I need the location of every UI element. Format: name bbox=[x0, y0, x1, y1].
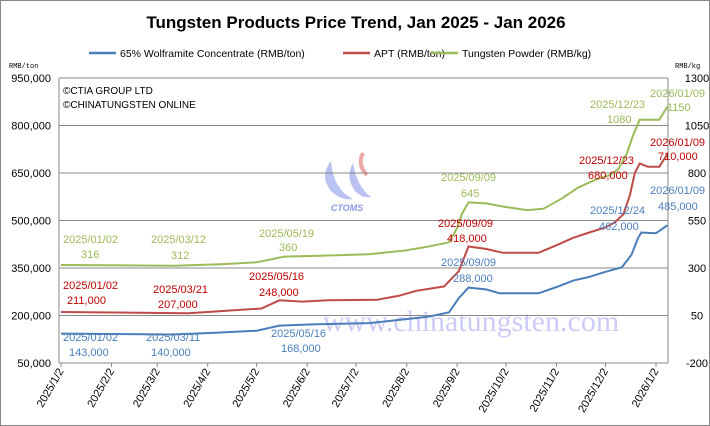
annotation-date: 2025/12/24 bbox=[590, 205, 645, 217]
annotation-value: 462,000 bbox=[599, 221, 639, 233]
y-left-tick-label: 800,000 bbox=[11, 121, 51, 133]
series-line bbox=[60, 153, 669, 315]
y-left-tick-label: 950,000 bbox=[11, 73, 51, 85]
annotation-date: 2025/09/09 bbox=[438, 218, 493, 230]
x-tick-label: 2025/9/2 bbox=[431, 367, 463, 410]
annotation-value: 312 bbox=[171, 250, 189, 262]
annotation-date: 2025/03/12 bbox=[151, 234, 206, 246]
annotation-value: 248,000 bbox=[259, 287, 299, 299]
y-left-unit: RMB/ton bbox=[9, 63, 38, 71]
y-right-tick-label: -200 bbox=[686, 358, 708, 370]
y-right-tick-label: 300 bbox=[688, 263, 706, 275]
y-right-tick-label: 550 bbox=[688, 216, 706, 228]
y-right-unit: RMB/kg bbox=[675, 63, 700, 71]
watermark-logo-icon bbox=[325, 161, 353, 200]
x-tick-label: 2025/11/2 bbox=[528, 367, 562, 415]
annotation-date: 2025/05/16 bbox=[271, 328, 326, 340]
x-tick-label: 2025/12/2 bbox=[576, 367, 611, 415]
annotation-date: 2025/05/19 bbox=[259, 228, 314, 240]
y-left-tick-label: 500,000 bbox=[11, 216, 51, 228]
annotation-date: 2026/01/09 bbox=[650, 137, 705, 149]
annotation-date: 2025/03/21 bbox=[153, 284, 208, 296]
annotation-value: 485,000 bbox=[658, 201, 698, 213]
y-left-tick-label: 200,000 bbox=[11, 311, 51, 323]
chart-title: Tungsten Products Price Trend, Jan 2025 … bbox=[146, 13, 565, 32]
x-tick-label: 2026/1/2 bbox=[630, 367, 662, 410]
annotation-date: 2025/05/16 bbox=[249, 271, 304, 283]
annotation-value: 680,000 bbox=[588, 170, 628, 182]
copyright-text: ©CHINATUNGSTEN ONLINE bbox=[63, 100, 196, 111]
x-tick-label: 2025/1/2 bbox=[35, 367, 67, 410]
annotation-value: 1080 bbox=[607, 114, 631, 126]
y-right-tick-label: 800 bbox=[688, 168, 706, 180]
x-tick-label: 2025/3/2 bbox=[131, 367, 163, 410]
x-tick-label: 2025/2/2 bbox=[85, 367, 117, 410]
annotation-date: 2025/01/02 bbox=[63, 332, 118, 344]
annotation-value: 211,000 bbox=[67, 295, 106, 307]
annotation-value: 645 bbox=[461, 188, 479, 200]
legend-label: APT (RMB/ton) bbox=[374, 48, 445, 60]
watermark-logo-text: CTOMS bbox=[331, 203, 363, 213]
annotation-value: 288,000 bbox=[453, 273, 493, 285]
y-right-tick-label: 1050 bbox=[685, 121, 709, 133]
copyright-text: ©CTIA GROUP LTD bbox=[63, 86, 153, 97]
annotation-value: 418,000 bbox=[447, 233, 487, 245]
x-tick-label: 2025/6/2 bbox=[281, 367, 313, 410]
watermark-url: www.chinatungsten.com bbox=[323, 305, 619, 338]
annotation-date: 2026/01/09 bbox=[650, 88, 705, 100]
legend-label: 65% Wolframite Concentrate (RMB/ton) bbox=[120, 48, 305, 60]
annotation-date: 2025/12/23 bbox=[590, 99, 645, 111]
annotation-value: 168,000 bbox=[281, 343, 321, 355]
annotation-date: 2025/01/02 bbox=[63, 234, 118, 246]
annotation-date: 2025/09/09 bbox=[441, 172, 496, 184]
annotation-value: 143,000 bbox=[69, 347, 109, 359]
annotation-date: 2025/12/23 bbox=[579, 155, 634, 167]
watermark-logo-icon bbox=[358, 152, 369, 177]
x-tick-label: 2025/5/2 bbox=[230, 367, 262, 410]
annotation-date: 2025/09/09 bbox=[441, 257, 496, 269]
annotation-date: 2025/03/11 bbox=[146, 332, 200, 344]
annotation-date: 2026/01/09 bbox=[650, 185, 705, 197]
annotation-date: 2025/01/02 bbox=[63, 280, 118, 292]
y-left-tick-label: 350,000 bbox=[11, 263, 51, 275]
y-right-tick-label: 1300 bbox=[685, 73, 709, 85]
legend-label: Tungsten Powder (RMB/kg) bbox=[462, 48, 591, 60]
x-tick-label: 2025/8/2 bbox=[380, 367, 412, 410]
annotation-value: 1150 bbox=[667, 102, 691, 114]
series-line bbox=[60, 224, 668, 336]
annotation-value: 207,000 bbox=[158, 299, 198, 311]
annotation-value: 360 bbox=[279, 242, 297, 254]
annotation-value: 710,000 bbox=[658, 151, 698, 163]
x-tick-label: 2025/4/2 bbox=[182, 367, 214, 410]
series-line bbox=[60, 105, 669, 267]
y-right-tick-label: 50 bbox=[691, 311, 703, 323]
x-tick-label: 2025/10/2 bbox=[477, 367, 512, 415]
y-left-tick-label: 50,000 bbox=[17, 358, 51, 370]
x-tick-label: 2025/7/2 bbox=[330, 367, 362, 410]
watermark-logo-icon bbox=[349, 163, 371, 198]
annotation-value: 140,000 bbox=[151, 347, 191, 359]
y-left-tick-label: 650,000 bbox=[11, 168, 51, 180]
annotation-value: 316 bbox=[81, 249, 99, 261]
